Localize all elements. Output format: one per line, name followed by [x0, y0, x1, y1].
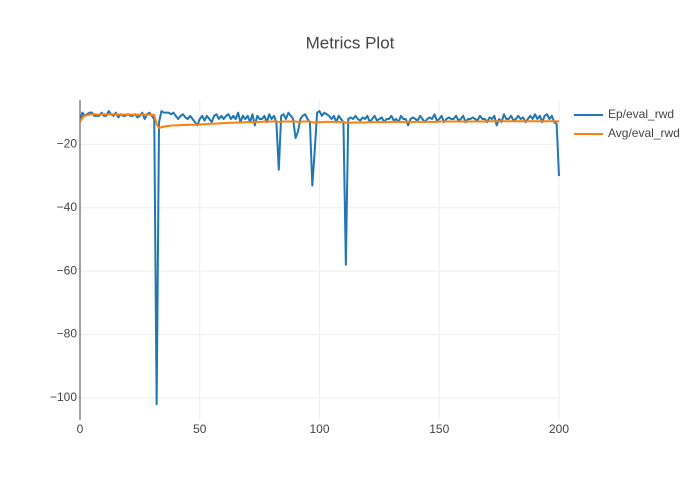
x-tick-label: 0 [77, 422, 84, 436]
x-tick-label: 50 [193, 422, 207, 436]
y-tick-label: −40 [57, 200, 78, 214]
x-tick-label: 200 [549, 422, 569, 436]
series-line [79, 110, 560, 406]
chart-title: Metrics Plot [306, 33, 395, 52]
legend-label: Avg/eval_rwd [608, 126, 680, 140]
y-tick-label: −80 [57, 327, 78, 341]
y-tick-label: −60 [57, 263, 78, 277]
series-line [79, 113, 560, 129]
legend-label: Ep/eval_rwd [608, 107, 674, 121]
y-tick-label: −20 [57, 137, 78, 151]
x-tick-label: 100 [309, 422, 329, 436]
y-tick-label: −100 [50, 390, 77, 404]
x-tick-label: 150 [429, 422, 449, 436]
